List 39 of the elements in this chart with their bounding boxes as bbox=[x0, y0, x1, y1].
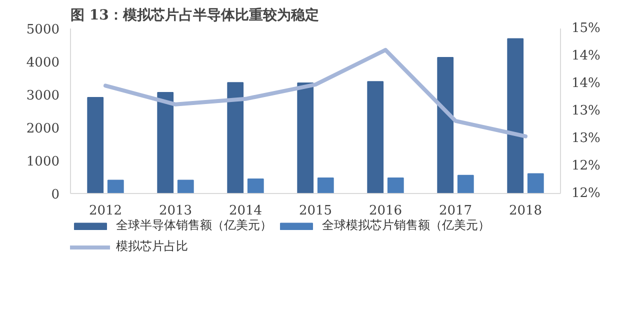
y2-tick-label: 13% bbox=[572, 131, 600, 146]
y2-tick-label: 15% bbox=[572, 21, 600, 36]
bar bbox=[247, 178, 264, 194]
y-tick-label: 5000 bbox=[26, 22, 60, 38]
legend-label: 模拟芯片占比 bbox=[116, 238, 188, 255]
x-tick-label: 2017 bbox=[438, 204, 472, 218]
bar bbox=[227, 82, 244, 194]
y2-tick-label: 12% bbox=[572, 186, 600, 201]
y2-tick-label: 13% bbox=[572, 104, 600, 118]
bar bbox=[387, 177, 404, 194]
x-tick-label: 2015 bbox=[298, 204, 332, 218]
x-tick-label: 2018 bbox=[508, 204, 542, 218]
bar bbox=[157, 92, 174, 194]
bar bbox=[177, 180, 194, 194]
bar bbox=[297, 82, 314, 194]
y-tick-label: 2000 bbox=[26, 122, 60, 136]
x-tick-label: 2012 bbox=[88, 204, 122, 218]
y2-tick-label: 14% bbox=[572, 76, 600, 91]
chart-title: 图 13：模拟芯片占半导体比重较为稳定 bbox=[70, 6, 319, 24]
x-tick-label: 2016 bbox=[368, 204, 402, 218]
y2-tick-label: 14% bbox=[572, 48, 600, 64]
x-tick-label: 2014 bbox=[228, 204, 262, 218]
bar bbox=[457, 174, 474, 194]
y2-tick-label: 12% bbox=[572, 158, 600, 174]
bar bbox=[437, 57, 454, 194]
y-tick-label: 4000 bbox=[26, 56, 60, 70]
y-tick-label: 1000 bbox=[26, 154, 60, 170]
legend-label: 全球模拟芯片销售额（亿美元） bbox=[322, 217, 490, 234]
bar bbox=[527, 173, 544, 194]
bar bbox=[317, 177, 334, 194]
y-tick-label: 3000 bbox=[26, 88, 60, 104]
bar bbox=[367, 81, 384, 194]
line-series bbox=[104, 48, 528, 138]
bar bbox=[107, 180, 124, 194]
bar bbox=[87, 96, 104, 194]
bar bbox=[507, 38, 524, 194]
legend-label: 全球半导体销售额（亿美元） bbox=[116, 217, 272, 234]
x-tick-label: 2013 bbox=[158, 204, 192, 218]
y-tick-label: 0 bbox=[51, 188, 60, 202]
